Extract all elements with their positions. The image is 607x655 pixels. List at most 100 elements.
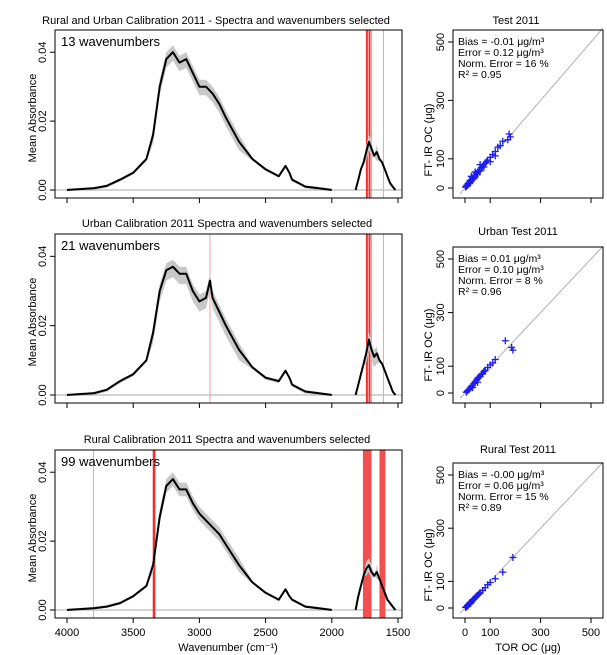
y-tick-label: 300 (435, 303, 447, 321)
scatter-point (475, 590, 483, 598)
y-tick-label: 500 (435, 33, 447, 51)
y-tick-label: 0.02 (37, 315, 49, 336)
scatter-point (467, 172, 475, 180)
stats-line: Error = 0.12 μg/m³ (458, 47, 544, 59)
selected-wavenumber-band (362, 450, 372, 618)
stats-line: Norm. Error = 16 % (458, 58, 549, 70)
y-tick-label: 0 (435, 390, 447, 396)
y-tick-label: 100 (435, 357, 447, 375)
scatter-point (491, 575, 499, 583)
y-tick-label: 0 (435, 185, 447, 191)
scatter-point (476, 167, 484, 175)
stats-line: Bias = 0.01 μg/m³ (458, 253, 541, 265)
y-tick-label: 0.00 (37, 179, 49, 200)
x-tick-label: 2500 (253, 627, 277, 639)
plot-frame (452, 462, 604, 619)
y-tick-label: 500 (435, 466, 447, 484)
spectrum-line (66, 265, 332, 396)
scatter-point (501, 337, 509, 345)
x-tick-label: 3500 (121, 627, 145, 639)
stats-line: R² = 0.95 (458, 69, 502, 81)
x-tick-label: 4000 (55, 627, 79, 639)
stats-line: R² = 0.89 (458, 502, 502, 514)
y-tick-label: 0.02 (37, 530, 49, 551)
y-tick-label: 0.00 (37, 384, 49, 405)
stats-line: Bias = -0.01 μg/m³ (458, 36, 545, 48)
chart-title: Rural Calibration 2011 Spectra and waven… (84, 434, 371, 446)
scatter-point (486, 578, 494, 586)
spectrum-uncertainty-band (67, 45, 332, 190)
chart-title: Rural Test 2011 (480, 444, 556, 456)
plot-frame (452, 246, 604, 404)
wavenumber-count-label: 99 wavenumbers (61, 454, 160, 469)
spectrum-uncertainty-band (67, 472, 332, 610)
y-axis-label: Mean Absorbance (27, 494, 39, 583)
x-tick-label: 300 (531, 627, 549, 639)
scatter-point (506, 133, 514, 141)
y-tick-label: 300 (435, 91, 447, 109)
x-tick-label: 0 (462, 627, 468, 639)
x-tick-label: 3000 (187, 627, 211, 639)
y-tick-label: 0 (435, 605, 447, 611)
spectrum-line (354, 564, 397, 611)
spectrum-line (66, 51, 332, 191)
chart-title: Urban Test 2011 (478, 226, 558, 238)
y-tick-label: 300 (435, 519, 447, 537)
plot-frame (54, 449, 403, 619)
scatter-point (491, 152, 499, 160)
scatter-point (499, 137, 507, 145)
scatter-point (509, 553, 517, 561)
y-axis-label: FT- IR OC (μg) (423, 309, 435, 382)
chart-title: Rural and Urban Calibration 2011 - Spect… (42, 15, 390, 27)
spectrum-line (354, 338, 397, 396)
plot-frame (54, 29, 403, 199)
scatter-point (480, 368, 488, 376)
spectrum-uncertainty-band (67, 259, 332, 395)
y-tick-label: 100 (435, 572, 447, 590)
y-tick-label: 0.04 (37, 42, 49, 63)
y-axis-label: Mean Absorbance (27, 74, 39, 163)
x-tick-label: 1500 (386, 627, 410, 639)
x-axis-label: TOR OC (μg) (495, 642, 560, 654)
stats-line: Norm. Error = 8 % (458, 275, 543, 287)
scatter-point (496, 142, 504, 150)
y-axis-label: Mean Absorbance (27, 278, 39, 367)
spectrum-uncertainty-band (355, 332, 396, 395)
scatter-point (476, 161, 484, 169)
stats-line: Bias = -0.00 μg/m³ (458, 469, 545, 481)
stats-line: R² = 0.96 (458, 286, 502, 298)
scatter-point (486, 158, 494, 166)
y-axis-label: FT- IR OC (μg) (423, 104, 435, 177)
scatter-point (480, 163, 488, 171)
y-tick-label: 0.02 (37, 110, 49, 131)
x-axis-label: Wavenumber (cm⁻¹) (178, 642, 278, 654)
scatter-point (499, 568, 507, 576)
x-tick-label: 100 (481, 627, 499, 639)
wavenumber-count-label: 13 wavenumbers (61, 34, 160, 49)
scatter-point (471, 168, 479, 176)
y-tick-label: 0.00 (37, 599, 49, 620)
stats-line: Error = 0.06 μg/m³ (458, 480, 544, 492)
scatter-point (469, 384, 477, 392)
x-tick-label: 500 (582, 627, 600, 639)
x-tick-label: 2000 (320, 627, 344, 639)
spectrum-line (66, 478, 332, 611)
plot-frame (452, 29, 604, 199)
y-axis-label: FT- IR OC (μg) (423, 529, 435, 602)
scatter-point (509, 346, 517, 354)
y-tick-label: 0.04 (37, 246, 49, 267)
y-tick-label: 100 (435, 150, 447, 168)
stats-line: Norm. Error = 15 % (458, 491, 549, 503)
wavenumber-count-label: 21 wavenumbers (61, 238, 160, 253)
chart-title: Urban Calibration 2011 Spectra and waven… (82, 218, 372, 230)
chart-title: Test 2011 (493, 15, 540, 27)
stats-line: Error = 0.10 μg/m³ (458, 264, 544, 276)
scatter-point (474, 378, 482, 386)
spectrum-line (354, 140, 397, 191)
selected-wavenumber-band (379, 450, 386, 618)
plot-frame (54, 233, 403, 404)
scatter-point (491, 356, 499, 363)
y-tick-label: 500 (435, 250, 447, 268)
y-tick-label: 0.04 (37, 462, 49, 483)
